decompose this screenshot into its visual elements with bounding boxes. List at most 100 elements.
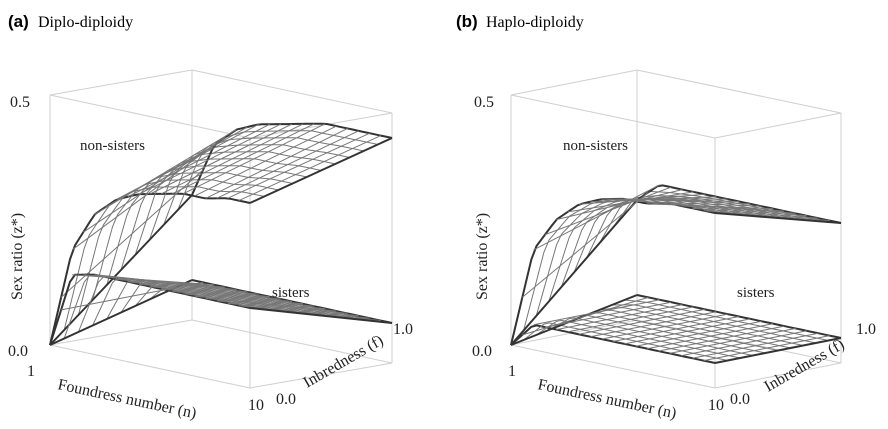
mesh-line-n-a-0-0 — [49, 194, 193, 346]
mesh-line-n-b-1-17 — [703, 335, 830, 362]
x-axis-label-a: Foundress number (n) — [56, 376, 198, 422]
mesh-line-n-b-1-7 — [590, 311, 717, 338]
mesh-line-n-b-1-8 — [601, 313, 728, 340]
box-edge-a-0 — [49, 344, 251, 389]
y-tick-first-a: 0.0 — [276, 391, 296, 408]
box-edge-a-3 — [191, 319, 393, 364]
mesh-line-n-a-1-5 — [105, 276, 248, 293]
z-tick-top-b: 0.5 — [474, 94, 494, 111]
mesh-line-n-a-1-8 — [138, 283, 281, 300]
mesh-line-n-a-1-16 — [227, 302, 370, 319]
z-tick-bottom-b: 0.0 — [472, 343, 492, 360]
mesh-line-f-a-0-1 — [63, 186, 265, 331]
mesh-line-n-b-1-13 — [658, 325, 785, 352]
z-tick-top-a: 0.5 — [10, 94, 30, 111]
box-edge-a-7 — [191, 69, 393, 114]
surfaces-a — [49, 122, 393, 346]
surface-b-nonsisters — [510, 184, 842, 346]
mesh-line-n-a-1-17 — [238, 305, 381, 322]
z-tick-bottom-a: 0.0 — [8, 343, 28, 360]
box-edge-a-6 — [49, 69, 193, 96]
mesh-line-n-a-1-18 — [249, 307, 393, 324]
mesh-line-n-b-0-5 — [567, 191, 694, 213]
panel-letter-b: (b) — [456, 12, 478, 31]
mesh-line-n-a-0-5 — [105, 126, 248, 208]
box-edge-b-5 — [714, 112, 842, 139]
mesh-line-n-a-0-2 — [71, 144, 215, 251]
mesh-line-n-a-1-14 — [205, 297, 348, 314]
panel-letter-a: (a) — [8, 12, 29, 31]
y-tick-first-b: 0.0 — [730, 391, 750, 408]
panel-b: (b) Haplo-diploidy 0.5 0.0 1 10 0.0 1.0 … — [456, 12, 876, 422]
mesh-line-n-a-0-17 — [238, 135, 382, 202]
mesh-line-n-a-1-11 — [172, 290, 315, 307]
x-tick-first-a: 1 — [27, 363, 35, 380]
mesh-line-n-a-1-13 — [194, 295, 337, 312]
mesh-line-n-a-1-12 — [183, 293, 326, 310]
series-label-nonsisters-b: non-sisters — [563, 138, 628, 154]
mesh-line-n-a-0-8 — [138, 123, 282, 195]
mesh-line-n-a-0-9 — [149, 123, 293, 195]
mesh-line-n-a-0-16 — [227, 132, 371, 199]
box-edge-b-6 — [510, 69, 638, 96]
mesh-line-n-b-1-16 — [692, 332, 819, 359]
box-edge-b-1 — [714, 362, 842, 389]
box-edge-a-2 — [49, 319, 193, 346]
box-edge-b-4 — [510, 94, 716, 139]
box-edge-a-4 — [49, 94, 251, 139]
mesh-line-n-a-0-11 — [171, 123, 315, 195]
mesh-line-n-b-0-2 — [533, 184, 660, 251]
mesh-line-n-a-0-14 — [205, 127, 348, 199]
mesh-line-n-a-0-13 — [194, 125, 337, 197]
panel-title-b: Haplo-diploidy — [486, 14, 584, 31]
x-axis-label-b: Foundress number (n) — [536, 376, 678, 422]
mesh-line-n-a-1-6 — [116, 278, 259, 295]
mesh-line-n-b-0-4 — [556, 189, 683, 221]
box-edge-b-7 — [636, 69, 842, 114]
mesh-line-n-a-0-10 — [160, 123, 304, 195]
mesh-line-n-a-1-4 — [94, 274, 237, 291]
mesh-line-n-a-0-7 — [127, 123, 271, 198]
mesh-line-n-b-1-2 — [533, 299, 660, 326]
series-label-nonsisters-a: non-sisters — [80, 138, 145, 154]
mesh-line-n-b-0-17 — [703, 210, 830, 222]
panel-a: (a) Diplo-diploidy 0.5 0.0 1 10 0.0 1.0 … — [8, 12, 413, 422]
panel-title-a: Diplo-diploidy — [38, 14, 133, 31]
surfaces-b — [510, 184, 842, 364]
mesh-line-n-a-0-18 — [249, 137, 393, 204]
surface-b-sisters — [510, 294, 842, 364]
z-axis-label-a: Sex ratio (z*) — [9, 213, 26, 300]
mesh-line-n-b-1-1 — [522, 296, 649, 336]
mesh-line-n-a-1-10 — [161, 288, 304, 305]
surface-a-sisters — [49, 273, 393, 346]
mesh-line-n-b-1-9 — [612, 316, 740, 342]
mesh-line-n-a-1-15 — [216, 300, 359, 317]
mesh-line-n-b-1-6 — [578, 308, 706, 335]
mesh-line-n-b-0-15 — [680, 205, 808, 217]
y-axis-label-a: Inbredness (f) — [301, 332, 387, 391]
mesh-line-n-b-1-5 — [567, 306, 694, 333]
mesh-line-n-a-1-7 — [127, 281, 270, 298]
mesh-line-n-a-0-12 — [183, 123, 326, 195]
box-edge-b-3 — [636, 319, 842, 364]
mesh-line-n-b-0-14 — [669, 202, 796, 214]
mesh-line-n-a-0-15 — [216, 130, 359, 199]
mesh-line-n-a-0-6 — [116, 123, 259, 200]
mesh-line-n-a-1-9 — [149, 286, 293, 302]
mesh-line-n-b-1-14 — [669, 327, 796, 354]
mesh-line-n-b-1-4 — [556, 304, 683, 331]
mesh-line-n-a-1-0 — [49, 279, 193, 346]
mesh-line-n-b-0-18 — [714, 212, 842, 224]
x-tick-first-b: 1 — [508, 363, 516, 380]
mesh-line-n-b-1-18 — [714, 337, 842, 364]
box-edge-a-1 — [249, 362, 393, 389]
mesh-line-n-b-1-15 — [680, 330, 808, 357]
y-tick-last-a: 1.0 — [393, 321, 413, 338]
box-edge-b-0 — [510, 344, 716, 389]
mesh-line-n-b-1-11 — [635, 320, 762, 347]
mesh-line-n-b-0-16 — [692, 207, 819, 219]
mesh-line-n-b-0-1 — [521, 192, 649, 298]
z-axis-label-b: Sex ratio (z*) — [474, 213, 491, 300]
x-tick-last-a: 10 — [248, 397, 264, 414]
mesh-line-n-b-1-10 — [624, 318, 751, 345]
